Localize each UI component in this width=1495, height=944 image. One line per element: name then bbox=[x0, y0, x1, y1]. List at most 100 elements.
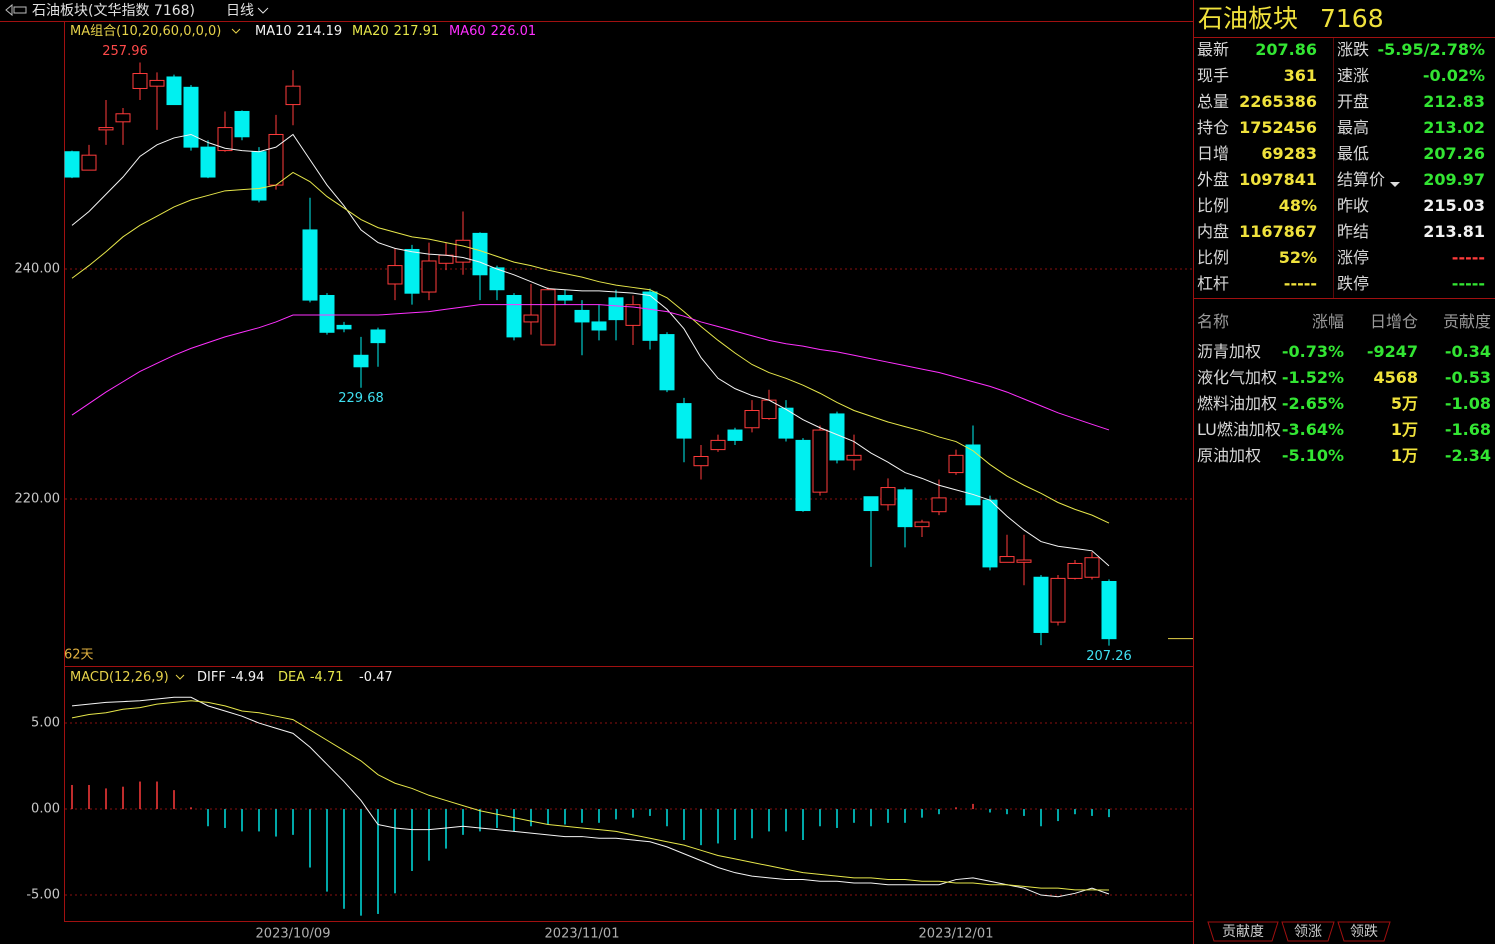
candle-body bbox=[472, 232, 488, 276]
candle-body bbox=[319, 294, 335, 333]
candle-body bbox=[1016, 559, 1032, 563]
period-selector[interactable]: 日线 bbox=[226, 3, 254, 19]
candle-body bbox=[846, 454, 862, 461]
quote-value: 1167867 bbox=[1239, 222, 1317, 241]
quote-value: ----- bbox=[1451, 248, 1485, 267]
extreme-label: 257.96 bbox=[102, 44, 148, 59]
quote-value: 213.81 bbox=[1423, 222, 1485, 241]
candle-body bbox=[200, 146, 216, 178]
y-tick-label: -5.00 bbox=[26, 888, 60, 903]
legend-value: -4.71 bbox=[310, 670, 344, 685]
dropdown-icon[interactable] bbox=[231, 28, 241, 34]
candle-body bbox=[540, 289, 556, 346]
quote-label: 比例 bbox=[1197, 248, 1230, 267]
quote-value: -5.95/2.78% bbox=[1377, 40, 1485, 59]
candle-body bbox=[217, 127, 233, 152]
dropdown-icon[interactable] bbox=[257, 7, 269, 14]
quote-value: 207.86 bbox=[1255, 40, 1317, 59]
legend-entry: MA60 226.01 bbox=[449, 24, 536, 39]
quote-value: 213.02 bbox=[1423, 118, 1485, 137]
quote-value: 212.83 bbox=[1423, 92, 1485, 111]
legend-value: -0.47 bbox=[359, 670, 393, 685]
candle-body bbox=[863, 496, 879, 512]
panel-tab[interactable]: 贡献度 bbox=[1222, 924, 1264, 940]
candle-body bbox=[1033, 576, 1049, 633]
candle-body bbox=[1050, 577, 1066, 623]
panel-code: 7168 bbox=[1320, 4, 1384, 33]
y-tick-label: 220.00 bbox=[15, 492, 61, 507]
candle-body bbox=[98, 127, 114, 131]
window-title: 石油板块(文华指数 7168) bbox=[32, 3, 195, 19]
quote-value: 2265386 bbox=[1239, 92, 1317, 111]
quote-label: 跌停 bbox=[1337, 274, 1370, 293]
extreme-label: 207.26 bbox=[1086, 649, 1132, 664]
candle-body bbox=[336, 324, 352, 330]
candle-body bbox=[676, 403, 692, 439]
component-value: -2.65% bbox=[1281, 394, 1344, 413]
candle-body bbox=[268, 133, 284, 186]
legend-entry: DEA -4.71 bbox=[278, 670, 343, 685]
dropdown-icon[interactable] bbox=[1390, 182, 1400, 187]
quote-value: 52% bbox=[1278, 248, 1317, 267]
component-value: 4568 bbox=[1373, 368, 1418, 387]
legend-value: -4.94 bbox=[231, 670, 265, 685]
quote-label: 最新 bbox=[1197, 40, 1230, 59]
candle-body bbox=[149, 79, 165, 87]
quote-label: 持仓 bbox=[1197, 118, 1230, 137]
candle-body bbox=[829, 413, 845, 461]
component-value: -0.73% bbox=[1281, 342, 1344, 361]
candle-body bbox=[166, 76, 182, 106]
legend-name: DEA bbox=[278, 670, 305, 685]
candle-body bbox=[744, 409, 760, 429]
candle-body bbox=[948, 454, 964, 474]
quote-label: 开盘 bbox=[1337, 92, 1370, 111]
candle-body bbox=[659, 334, 675, 391]
component-name: 原油加权 bbox=[1197, 446, 1262, 465]
candle-body bbox=[608, 297, 624, 321]
candle-body bbox=[370, 329, 386, 344]
legend-value: 214.19 bbox=[297, 24, 343, 39]
candle-body bbox=[234, 110, 250, 138]
x-tick-label: 2023/10/09 bbox=[256, 927, 331, 942]
dropdown-icon[interactable] bbox=[175, 674, 185, 680]
candle-body bbox=[727, 429, 743, 441]
candle-body bbox=[642, 291, 658, 341]
component-value: -0.34 bbox=[1444, 342, 1491, 361]
candle-body bbox=[438, 254, 454, 264]
quote-label: 杠杆 bbox=[1197, 274, 1230, 293]
panel-tab[interactable]: 领涨 bbox=[1294, 924, 1322, 940]
legend-value: 217.91 bbox=[394, 24, 440, 39]
component-value: 1万 bbox=[1390, 420, 1418, 439]
quote-value: 209.97 bbox=[1423, 170, 1485, 189]
candle-body bbox=[1067, 562, 1083, 579]
x-tick-label: 2023/12/01 bbox=[919, 927, 994, 942]
quote-label: 速涨 bbox=[1337, 66, 1370, 85]
column-header: 日增仓 bbox=[1369, 312, 1418, 331]
candle-body bbox=[183, 86, 199, 148]
candle-body bbox=[1101, 581, 1117, 640]
quote-label: 内盘 bbox=[1197, 222, 1230, 241]
tab-shape bbox=[1281, 921, 1335, 942]
panel-tab[interactable]: 领跌 bbox=[1350, 924, 1378, 940]
quote-label: 昨结 bbox=[1337, 222, 1370, 241]
indicator-line bbox=[71, 700, 1110, 891]
indicator-line bbox=[71, 696, 1110, 898]
ma-legend: MA组合(10,20,60,0,0,0) bbox=[70, 24, 221, 39]
candle-body bbox=[999, 556, 1015, 563]
candle-body bbox=[387, 265, 403, 285]
candle-body bbox=[591, 321, 607, 331]
candle-body bbox=[353, 354, 369, 368]
quote-value: 207.26 bbox=[1423, 144, 1485, 163]
indicator-line bbox=[71, 133, 1110, 567]
component-value: -1.68 bbox=[1444, 420, 1491, 439]
column-header: 贡献度 bbox=[1442, 312, 1491, 331]
component-name: 液化气加权 bbox=[1197, 368, 1278, 387]
quote-label: 比例 bbox=[1197, 196, 1230, 215]
quote-value: ----- bbox=[1283, 274, 1317, 293]
column-header: 名称 bbox=[1197, 312, 1230, 331]
quote-value: 48% bbox=[1278, 196, 1317, 215]
component-value: 1万 bbox=[1390, 446, 1418, 465]
back-icon[interactable] bbox=[5, 3, 27, 17]
indicator-name: MA组合(10,20,60,0,0,0) bbox=[70, 24, 221, 39]
